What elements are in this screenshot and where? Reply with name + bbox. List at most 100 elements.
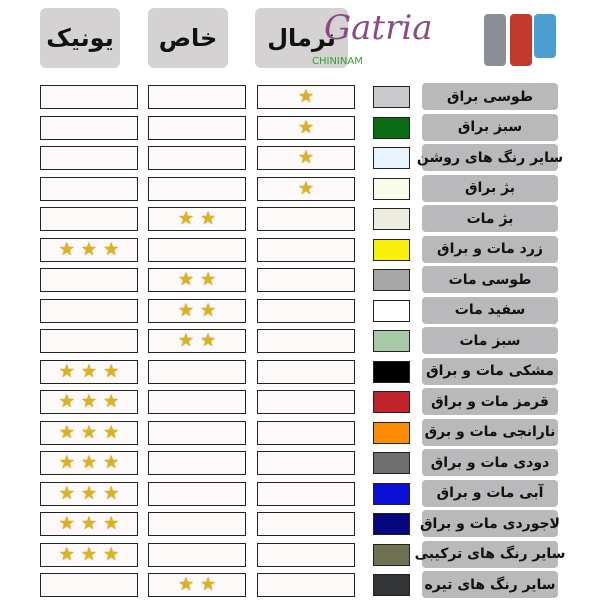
unique-rating-cell	[40, 268, 138, 292]
star-icon: ★	[103, 513, 120, 534]
unique-rating-cell	[40, 207, 138, 231]
special-rating-cell	[148, 542, 246, 567]
special-rating-cell	[148, 237, 246, 262]
logo: Gatria CHININAM	[312, 8, 600, 72]
star-icon: ★	[297, 147, 315, 168]
color-swatch	[373, 360, 410, 383]
unique-rating-cell: ★ ★ ★	[40, 481, 138, 506]
table-row: ★ ★ سبز مات	[0, 327, 600, 355]
star-icon: ★	[58, 421, 75, 443]
table-row: ★ ★ ★ نارانجی مات و برق	[0, 418, 600, 447]
special-rating-cell	[148, 512, 246, 536]
special-rating-cell	[148, 146, 246, 170]
table-row: ★ ★ ★ قرمز مات و براق	[0, 388, 600, 416]
logo-brand: Gatria	[324, 8, 433, 48]
special-rating-cell	[148, 420, 246, 445]
normal-rating-cell	[257, 573, 355, 597]
color-swatch	[373, 86, 410, 108]
star-icon: ★	[58, 482, 75, 504]
color-label: قرمز مات و براق	[422, 388, 558, 415]
table-row: ★ ★ بژ مات	[0, 205, 600, 233]
unique-rating-cell	[40, 85, 138, 109]
star-icon: ★	[80, 513, 98, 534]
star-icon: ★	[80, 482, 98, 504]
color-swatch	[373, 177, 410, 200]
star-icon: ★	[58, 543, 75, 565]
star-icon: ★	[200, 330, 217, 351]
unique-rating-cell: ★ ★ ★	[40, 359, 138, 384]
special-rating-cell	[148, 451, 246, 475]
color-swatch	[373, 147, 410, 169]
normal-rating-cell	[257, 481, 355, 506]
normal-rating-cell	[257, 237, 355, 262]
normal-rating-cell	[257, 512, 355, 536]
star-icon: ★	[297, 86, 315, 107]
star-icon: ★	[80, 421, 98, 443]
normal-rating-cell: ★	[257, 176, 355, 201]
special-rating-cell: ★ ★	[148, 298, 246, 323]
normal-rating-cell	[257, 542, 355, 567]
table-row: ★ ★ طوسی مات	[0, 266, 600, 294]
star-icon: ★	[80, 452, 98, 473]
unique-rating-cell	[40, 329, 138, 353]
star-icon: ★	[200, 208, 217, 229]
color-label: سایر رنگ های روشن	[417, 144, 563, 171]
table-row: ★ ★ ★ زرد مات و براق	[0, 235, 600, 264]
unique-rating-cell: ★ ★ ★	[40, 512, 138, 536]
special-rating-cell: ★ ★	[148, 573, 246, 597]
star-icon: ★	[58, 238, 75, 260]
header-unique: یونیک	[40, 8, 120, 68]
normal-rating-cell	[257, 390, 355, 414]
star-icon: ★	[58, 360, 75, 382]
color-swatch	[373, 574, 410, 596]
unique-rating-cell: ★ ★ ★	[40, 390, 138, 414]
table-row: ★ سبز براق	[0, 113, 600, 142]
star-icon: ★	[80, 238, 98, 260]
table-row: ★ ★ ★ دودی مات و براق	[0, 449, 600, 477]
color-label: طوسی مات	[422, 266, 558, 293]
unique-rating-cell	[40, 115, 138, 140]
table-row: ★ بژ براق	[0, 174, 600, 203]
star-icon: ★	[103, 421, 120, 443]
star-icon: ★	[177, 330, 194, 351]
star-icon: ★	[200, 574, 217, 595]
color-label: بژ براق	[422, 174, 558, 202]
normal-rating-cell: ★	[257, 146, 355, 170]
normal-rating-cell: ★	[257, 115, 355, 140]
star-icon: ★	[297, 177, 315, 199]
color-swatch	[373, 482, 410, 505]
color-swatch	[373, 238, 410, 261]
color-label: سایر رنگ های ترکیبی	[415, 540, 565, 568]
color-label: نارانجی مات و برق	[422, 418, 558, 446]
product-image-gray	[484, 14, 506, 66]
color-label: سایر رنگ های تیره	[422, 571, 558, 598]
normal-rating-cell	[257, 268, 355, 292]
color-label: دودی مات و براق	[422, 449, 558, 476]
color-label: مشکی مات و براق	[422, 357, 558, 385]
color-swatch	[373, 421, 410, 444]
star-icon: ★	[177, 574, 194, 595]
star-icon: ★	[58, 391, 75, 412]
special-rating-cell	[148, 115, 246, 140]
special-rating-cell: ★ ★	[148, 207, 246, 231]
unique-rating-cell: ★ ★ ★	[40, 237, 138, 262]
unique-rating-cell: ★ ★ ★	[40, 420, 138, 445]
normal-rating-cell	[257, 451, 355, 475]
star-icon: ★	[103, 360, 120, 382]
color-label: بژ مات	[422, 205, 558, 232]
star-icon: ★	[80, 543, 98, 565]
star-icon: ★	[58, 513, 75, 534]
table-row: ★ ★ ★ مشکی مات و براق	[0, 357, 600, 386]
special-rating-cell	[148, 390, 246, 414]
star-icon: ★	[200, 299, 217, 321]
star-icon: ★	[58, 452, 75, 473]
unique-rating-cell: ★ ★ ★	[40, 542, 138, 567]
unique-rating-cell	[40, 298, 138, 323]
normal-rating-cell	[257, 420, 355, 445]
special-rating-cell	[148, 481, 246, 506]
star-icon: ★	[103, 391, 120, 412]
header-normal: نرمال	[255, 8, 348, 68]
star-icon: ★	[177, 299, 194, 321]
color-swatch	[373, 543, 410, 566]
star-icon: ★	[80, 360, 98, 382]
